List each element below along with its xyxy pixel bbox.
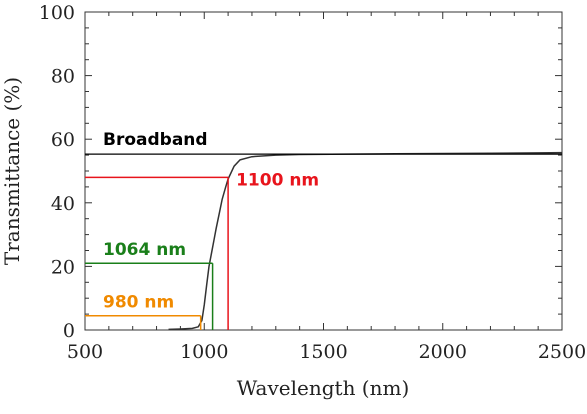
- x-tick-label: 2500: [538, 341, 586, 363]
- ticks-layer: 500 1000 1500 2000 2500 0 20 40 60 80 100: [39, 2, 586, 363]
- annotation-layer: Broadband 1100 nm 1064 nm 980 nm: [85, 130, 562, 330]
- x-tick-label: 1000: [180, 341, 228, 363]
- x-tick-label: 2000: [419, 341, 467, 363]
- y-tick-label: 20: [51, 256, 75, 278]
- y-tick-label: 60: [51, 129, 75, 151]
- cutoff-label: 1100 nm: [236, 170, 319, 190]
- x-tick-label: 500: [67, 341, 103, 363]
- y-tick-label: 0: [63, 320, 75, 342]
- plot-frame: [84, 11, 563, 331]
- y-axis-label: Transmittance (%): [0, 77, 24, 265]
- y-tick-label: 80: [51, 66, 75, 88]
- broadband-label: Broadband: [103, 130, 208, 150]
- x-axis-label: Wavelength (nm): [237, 376, 410, 400]
- cutoff-label: 1064 nm: [103, 240, 186, 260]
- cutoff-label: 980 nm: [103, 293, 174, 313]
- y-tick-label: 40: [51, 193, 75, 215]
- x-tick-label: 1500: [299, 341, 347, 363]
- y-tick-label: 100: [39, 2, 75, 24]
